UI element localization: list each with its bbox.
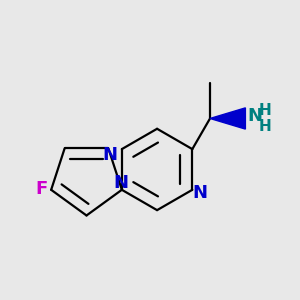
Text: H: H — [259, 119, 271, 134]
Text: H: H — [259, 103, 271, 118]
Text: N: N — [248, 106, 263, 124]
Text: N: N — [113, 174, 128, 192]
Text: N: N — [102, 146, 117, 164]
Text: N: N — [193, 184, 208, 202]
Polygon shape — [210, 108, 245, 129]
Text: F: F — [35, 180, 47, 198]
